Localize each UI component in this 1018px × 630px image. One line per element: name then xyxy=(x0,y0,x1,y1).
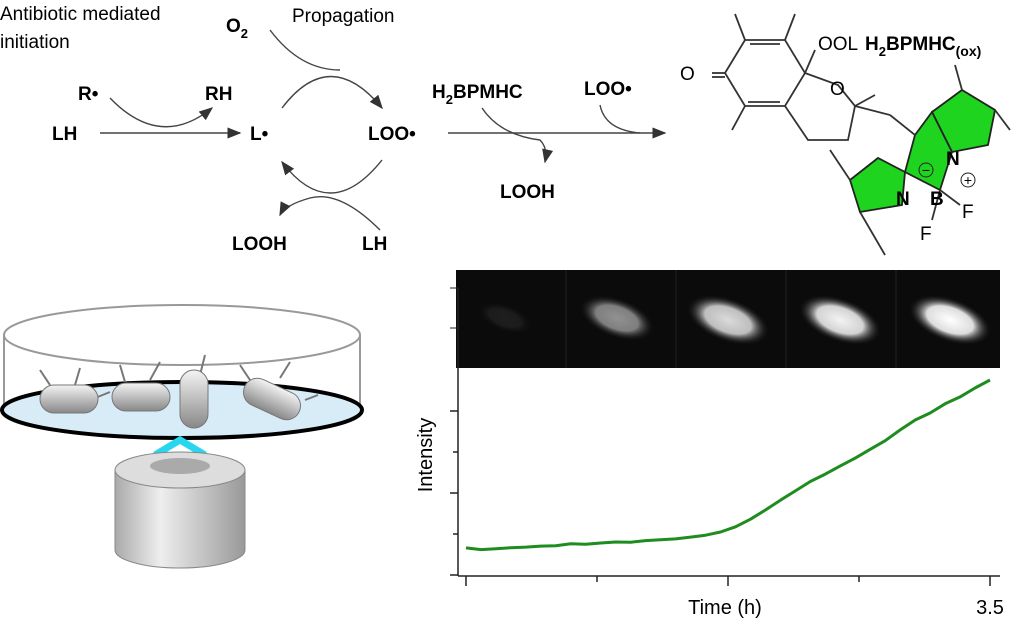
scheme-label: initiation xyxy=(0,32,70,53)
species: R• xyxy=(78,84,99,105)
x-tick-label: 3.5 xyxy=(976,597,1004,619)
species: BPMHC xyxy=(453,82,523,103)
scheme: Antibiotic mediated initiation O2 Propag… xyxy=(0,4,1011,256)
species: H xyxy=(865,34,879,55)
skeleton xyxy=(712,13,1011,256)
arrow xyxy=(269,29,341,71)
species: LOO• xyxy=(584,79,632,100)
species: LH xyxy=(52,124,77,145)
scheme-label: Antibiotic mediated xyxy=(0,4,161,25)
arrow xyxy=(599,104,641,134)
species: L• xyxy=(250,124,269,145)
species: H xyxy=(432,82,446,103)
scheme-label: Propagation xyxy=(292,6,394,27)
species: O xyxy=(226,16,241,37)
species: BPMHC xyxy=(886,34,956,55)
arrow xyxy=(279,196,381,231)
x-axis-label: Time (h) xyxy=(688,597,762,619)
atom: B xyxy=(930,189,944,210)
species: O2 xyxy=(226,16,248,41)
atom: O xyxy=(680,64,695,85)
arrow xyxy=(109,97,214,128)
atom: OOL xyxy=(818,34,858,55)
arrow xyxy=(281,75,383,110)
microscopy-strip xyxy=(456,270,1000,368)
subscript: 2 xyxy=(446,92,453,107)
arrow xyxy=(481,107,554,164)
charge: + xyxy=(964,172,972,188)
pyrrole-ring xyxy=(848,156,906,214)
species: LH xyxy=(362,234,387,255)
boron-ring xyxy=(903,110,953,192)
atom: F xyxy=(920,224,932,245)
atom: O xyxy=(830,79,845,100)
species: RH xyxy=(205,84,232,105)
atom: N xyxy=(946,149,960,170)
charge: − xyxy=(922,162,930,178)
y-axis-label: Intensity xyxy=(415,418,437,492)
atom: F xyxy=(962,202,974,223)
species: LOOH xyxy=(500,182,555,203)
atom: N xyxy=(896,189,910,210)
arrow xyxy=(281,159,383,194)
product-name: H2BPMHC(ox) xyxy=(865,34,981,59)
species: H2BPMHC xyxy=(432,82,523,107)
species: LOOH xyxy=(232,234,287,255)
species: LOO• xyxy=(368,124,416,145)
dish-illustration xyxy=(0,304,364,569)
charge xyxy=(960,172,976,188)
intensity-chart: Time (h) Intensity 3.5 xyxy=(415,287,1004,619)
charge xyxy=(918,162,934,178)
intensity-line xyxy=(465,378,991,552)
subscript: 2 xyxy=(241,26,248,41)
subscript: (ox) xyxy=(956,43,982,59)
subscript: 2 xyxy=(879,44,886,59)
